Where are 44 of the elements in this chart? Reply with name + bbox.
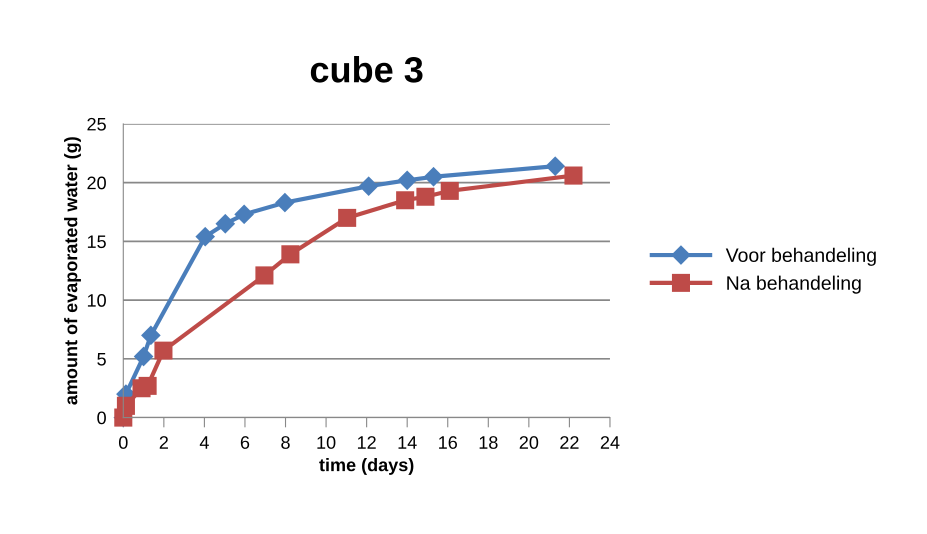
y-tick-label: 5 [97, 352, 106, 366]
point [116, 396, 135, 415]
y-tick-label: 0 [97, 412, 106, 424]
y-tick-label: 10 [88, 294, 106, 307]
y-tick-label: 15 [88, 235, 106, 248]
x-tick-label: 20 [520, 436, 538, 449]
point [275, 193, 294, 212]
point [440, 182, 459, 200]
x-tick-label: 14 [398, 436, 417, 449]
legend-label: Na behandeling [727, 276, 861, 294]
x-tick-label: 4 [200, 436, 209, 449]
point [255, 266, 274, 284]
x-tick-label: 16 [439, 436, 457, 449]
x-tick-label: 12 [358, 436, 376, 449]
point [138, 376, 157, 395]
point [216, 214, 235, 234]
point [564, 166, 582, 185]
x-tick-label: 24 [600, 436, 620, 449]
point [338, 208, 356, 227]
x-axis-title: time (days) [319, 458, 414, 475]
point [396, 191, 414, 210]
y-tick-label: 20 [87, 176, 106, 190]
point [141, 326, 160, 345]
point [416, 188, 434, 206]
x-tick-label: 18 [480, 436, 498, 449]
x-tick-label: 2 [160, 436, 168, 449]
x-tick-label: 6 [240, 436, 250, 449]
chart-title: cube 3 [310, 56, 423, 83]
point [154, 342, 172, 360]
point [546, 156, 565, 176]
point [234, 204, 254, 224]
x-tick-label: 0 [118, 436, 128, 449]
point [281, 245, 300, 264]
legend-label: Voor behandeling [726, 248, 876, 266]
x-tick-label: 10 [317, 436, 336, 449]
point [359, 176, 378, 196]
point [424, 167, 444, 186]
point [134, 346, 154, 366]
y-axis-title: amount of evaporated water (g) [64, 137, 81, 405]
y-tick-label: 25 [87, 118, 106, 131]
point [398, 170, 417, 190]
point [196, 227, 215, 246]
x-tick-label: 22 [560, 436, 579, 449]
x-tick-label: 8 [281, 436, 290, 449]
